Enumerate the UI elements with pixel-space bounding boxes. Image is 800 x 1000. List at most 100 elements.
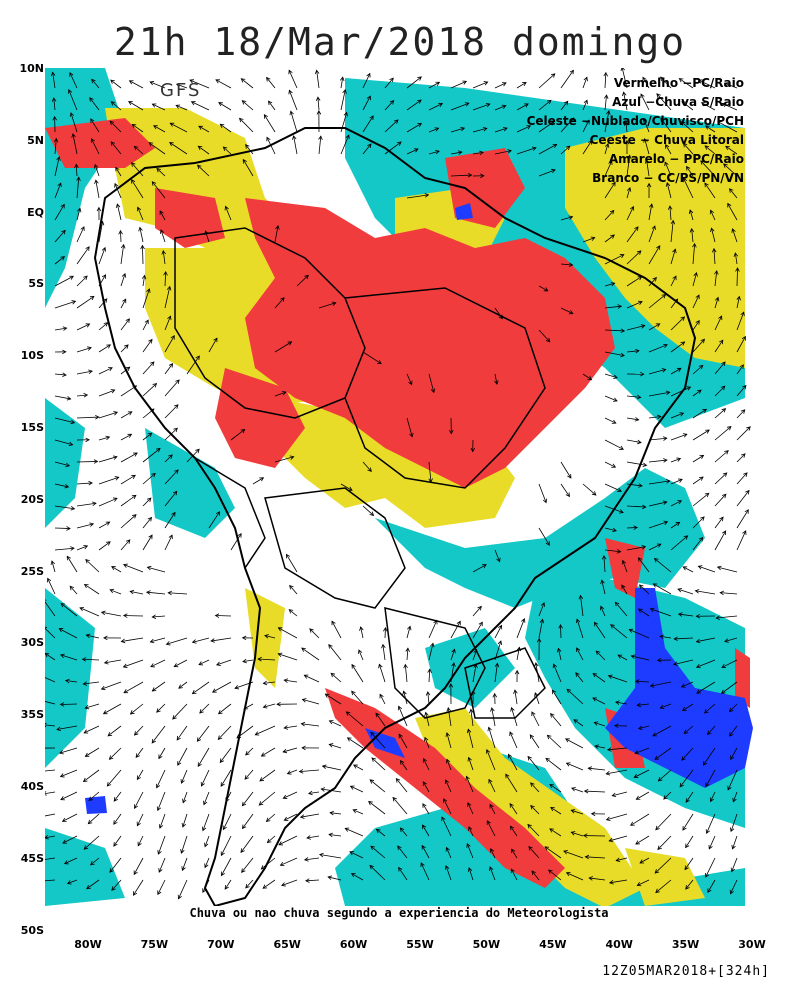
wind-arrow-head <box>664 161 669 167</box>
wind-arrow-head <box>220 851 225 857</box>
wind-arrow <box>186 448 200 463</box>
wind-arrow <box>406 194 429 199</box>
wind-arrow <box>626 505 646 508</box>
wind-arrow <box>162 250 166 265</box>
wind-arrow <box>576 619 584 639</box>
wind-arrow-head <box>626 187 632 192</box>
wind-arrow-head <box>720 689 726 694</box>
wind-arrow-head <box>729 188 734 193</box>
wind-arrow <box>468 757 474 771</box>
wind-arrow <box>147 566 166 573</box>
wind-arrow <box>450 102 469 111</box>
wind-arrow-head <box>257 656 262 662</box>
wind-arrow-head <box>590 236 596 241</box>
wind-arrow-head <box>444 865 450 870</box>
wind-arrow <box>375 712 386 727</box>
wind-arrow-head <box>245 750 250 756</box>
wind-arrow-head <box>396 141 402 146</box>
wind-arrow <box>76 246 90 265</box>
wind-arrow <box>258 658 276 661</box>
wind-arrow <box>681 121 694 133</box>
wind-arrow <box>242 100 254 111</box>
wind-arrow-head <box>731 844 736 850</box>
wind-arrow <box>376 829 386 837</box>
wind-arrow <box>560 145 571 155</box>
wind-arrow <box>511 707 518 727</box>
wind-arrow-head <box>381 643 386 649</box>
wind-arrow-head <box>66 555 71 561</box>
wind-arrow-head <box>268 100 273 106</box>
wind-arrow-head <box>101 246 107 252</box>
wind-arrow-head <box>682 566 688 571</box>
wind-arrow-head <box>606 110 611 115</box>
wind-arrow <box>178 879 188 899</box>
wind-arrow-head <box>721 493 727 499</box>
wind-arrow <box>64 857 78 865</box>
wind-arrow <box>120 273 126 287</box>
wind-arrow-head <box>110 141 116 146</box>
wind-arrow <box>609 879 628 884</box>
wind-arrow <box>634 769 650 778</box>
wind-arrow-head <box>551 168 556 174</box>
wind-arrow <box>666 182 672 199</box>
wind-arrow <box>274 456 294 463</box>
wind-arrow-head <box>697 389 702 394</box>
wind-arrow-head <box>210 638 215 643</box>
wind-arrow <box>552 689 562 705</box>
wind-arrow <box>215 79 232 89</box>
wind-arrow-head <box>611 419 617 424</box>
wind-arrow <box>494 373 498 385</box>
wind-arrow-head <box>240 78 246 83</box>
wind-arrow-head <box>85 633 91 639</box>
wind-arrow <box>604 439 624 450</box>
wind-arrow-head <box>662 436 668 441</box>
wind-arrow <box>130 703 144 715</box>
wind-arrow-head <box>201 826 207 832</box>
wind-arrow <box>60 654 78 661</box>
wind-arrow <box>181 769 188 784</box>
wind-arrow-head <box>424 736 429 742</box>
wind-arrow-head <box>635 840 640 845</box>
wind-arrow-head <box>676 457 682 462</box>
wind-arrow-head <box>60 256 65 261</box>
wind-arrow-head <box>136 821 141 827</box>
wind-arrow-head <box>705 782 710 788</box>
wind-arrow <box>283 747 298 753</box>
wind-arrow-head <box>110 79 115 84</box>
wind-arrow <box>721 681 738 694</box>
wind-arrow <box>283 791 298 799</box>
wind-arrow-head <box>695 663 701 669</box>
wind-arrow <box>604 72 607 89</box>
wind-arrow-head <box>678 478 683 483</box>
wind-arrow <box>152 615 166 618</box>
wind-arrow <box>54 527 71 529</box>
wind-arrow <box>168 592 188 595</box>
wind-arrow-head <box>665 390 671 396</box>
wind-arrow <box>677 588 694 595</box>
wind-arrow-head <box>445 732 450 737</box>
wind-arrow <box>197 747 210 767</box>
wind-arrow <box>510 825 518 837</box>
wind-arrow-head <box>549 783 554 789</box>
wind-arrow <box>98 247 106 265</box>
wind-arrow <box>164 404 179 419</box>
wind-arrow <box>629 629 650 639</box>
lon-label: 60W <box>339 938 368 951</box>
wind-arrow-head <box>489 803 494 809</box>
wind-arrow-head <box>473 649 478 654</box>
model-label: GFS <box>160 80 202 101</box>
wind-arrow-head <box>568 310 574 315</box>
wind-arrow <box>45 627 56 639</box>
wind-arrow-head <box>683 729 689 735</box>
wind-arrow <box>109 857 122 873</box>
wind-arrow-head <box>466 728 472 734</box>
wind-arrow <box>54 483 69 488</box>
wind-arrow <box>670 367 682 375</box>
wind-arrow <box>164 491 178 507</box>
wind-arrow-head <box>456 620 461 626</box>
wind-arrow-head <box>200 781 205 787</box>
wind-arrow-head <box>570 831 576 836</box>
wind-arrow <box>714 385 726 397</box>
wind-arrow <box>626 483 643 487</box>
wind-arrow-head <box>124 344 129 349</box>
